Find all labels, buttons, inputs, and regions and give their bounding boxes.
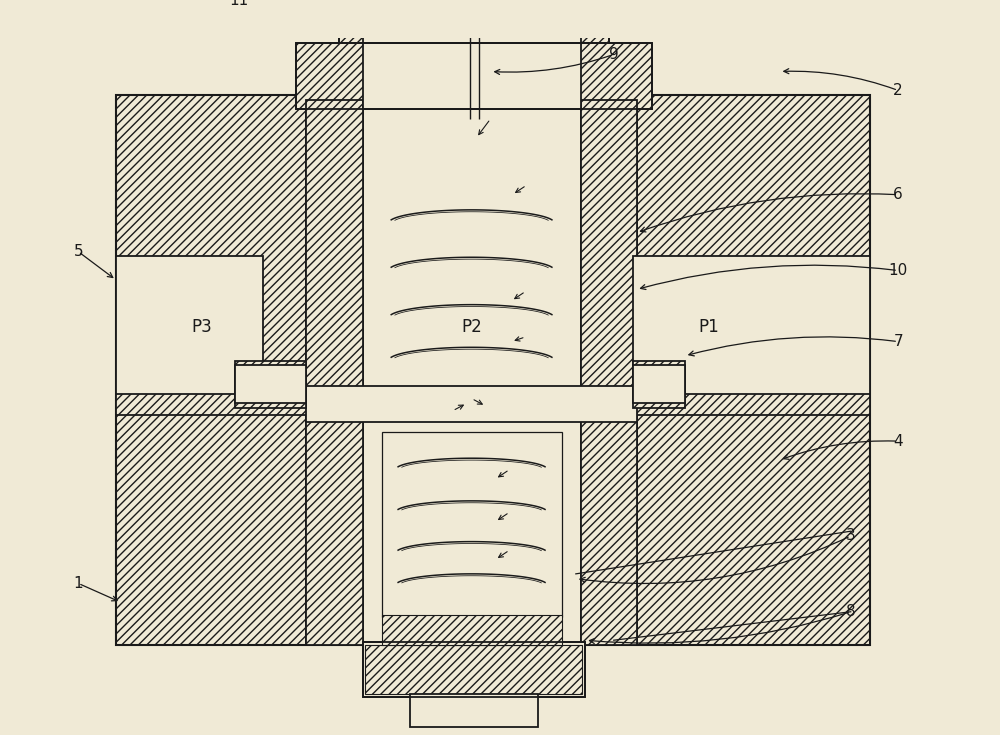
FancyArrowPatch shape	[784, 68, 896, 90]
FancyArrowPatch shape	[580, 537, 848, 584]
Bar	[235, 365, 306, 404]
Text: 9: 9	[609, 47, 619, 62]
Bar	[363, 43, 581, 110]
Text: 3: 3	[846, 528, 856, 543]
Bar	[363, 642, 585, 697]
Bar	[339, 1, 609, 43]
FancyArrowPatch shape	[640, 194, 895, 232]
Bar	[306, 386, 637, 422]
Bar	[306, 417, 637, 645]
FancyArrowPatch shape	[641, 265, 895, 290]
Bar	[410, 695, 538, 728]
FancyArrowPatch shape	[81, 584, 117, 600]
Bar	[363, 413, 581, 645]
FancyArrowPatch shape	[589, 612, 848, 644]
FancyArrowPatch shape	[495, 55, 611, 74]
Bar	[363, 110, 581, 493]
FancyArrowPatch shape	[784, 441, 895, 459]
Bar	[235, 361, 306, 408]
FancyArrowPatch shape	[689, 337, 895, 356]
Bar	[365, 645, 582, 695]
Bar	[296, 43, 652, 110]
Bar	[339, 1, 609, 43]
Bar	[382, 614, 562, 645]
Text: 10: 10	[888, 263, 908, 278]
Text: 1: 1	[73, 576, 83, 591]
Text: P2: P2	[461, 318, 482, 337]
Bar	[306, 413, 363, 645]
Text: 7: 7	[893, 334, 903, 349]
Bar	[116, 394, 870, 415]
Text: 11: 11	[230, 0, 249, 8]
Bar	[363, 642, 585, 697]
Bar	[581, 100, 637, 493]
Text: 6: 6	[893, 187, 903, 202]
Text: 5: 5	[73, 244, 83, 259]
Bar	[633, 361, 685, 408]
FancyArrowPatch shape	[80, 254, 113, 278]
Bar	[363, 1, 581, 43]
Bar	[633, 365, 685, 404]
Bar	[633, 257, 870, 404]
Bar	[116, 257, 263, 404]
Bar	[581, 413, 637, 645]
Text: P3: P3	[191, 318, 212, 337]
Bar	[306, 100, 363, 493]
Text: P1: P1	[698, 318, 719, 337]
Text: 8: 8	[846, 604, 856, 620]
Bar	[116, 95, 870, 645]
Text: 2: 2	[893, 83, 903, 98]
Text: 4: 4	[893, 434, 903, 448]
Bar	[306, 100, 637, 408]
Bar	[296, 43, 652, 110]
Bar	[382, 431, 562, 617]
